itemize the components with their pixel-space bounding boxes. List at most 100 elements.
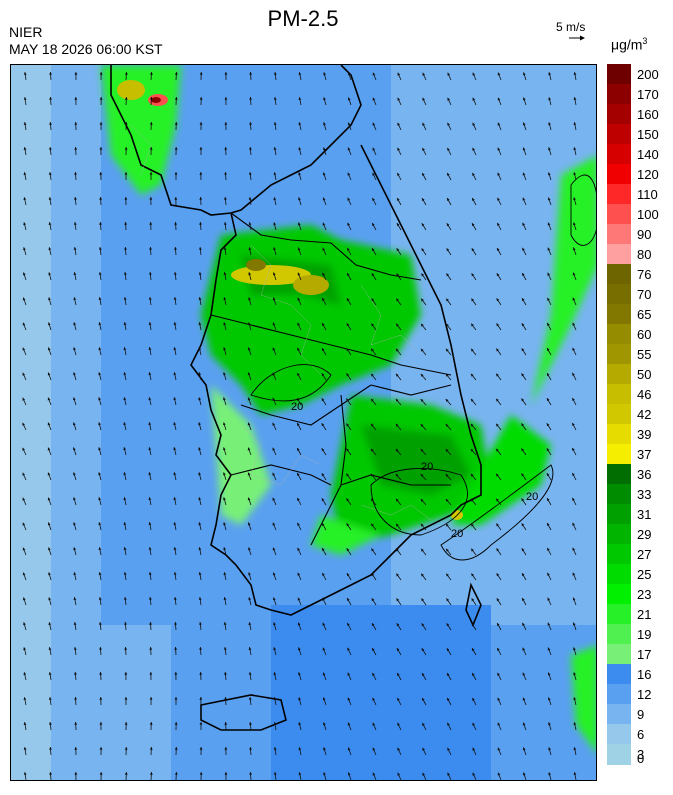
wind-arrow-head: [273, 172, 277, 175]
wind-arrow-head: [198, 297, 202, 300]
colorbar-label: 160: [637, 107, 659, 122]
wind-arrow-head: [124, 147, 128, 150]
wind-arrow-head: [420, 424, 424, 427]
wind-arrow-head: [322, 247, 326, 251]
wind-arrow-head: [372, 172, 375, 176]
wind-arrow-head: [149, 747, 153, 750]
colorbar-segment: [607, 464, 631, 485]
wind-arrow-head: [447, 747, 450, 751]
wind-arrow-head: [224, 772, 228, 775]
wind-arrow-head: [123, 397, 127, 401]
wind-arrow-head: [346, 498, 350, 502]
wind-arrow-head: [248, 322, 251, 326]
wind-arrow-head: [421, 573, 424, 577]
wind-arrow-head: [497, 172, 501, 176]
wind-arrow-head: [347, 747, 351, 751]
wind-arrow-head: [199, 172, 203, 175]
wind-arrow-head: [421, 298, 424, 302]
map-canvas: 20 20 20 20: [11, 65, 596, 780]
wind-arrow-head: [347, 97, 351, 101]
wind-arrow-head: [297, 372, 300, 376]
wind-arrow-head: [124, 672, 128, 675]
wind-arrow-head: [23, 72, 27, 75]
wind-arrow-head: [471, 248, 475, 252]
wind-arrow-head: [395, 398, 399, 402]
wind-arrow-head: [49, 772, 52, 775]
wind-arrow-head: [372, 197, 375, 201]
wind-arrow-head: [548, 147, 551, 151]
colorbar-segment: [607, 324, 631, 345]
wind-arrow-head: [496, 273, 500, 277]
wind-arrow-head: [47, 347, 51, 351]
wind-arrow-head: [522, 697, 526, 701]
colorbar-label: 42: [637, 407, 652, 422]
wind-arrow-head: [322, 597, 325, 601]
wind-arrow-head: [421, 248, 425, 252]
wind-arrow-head: [372, 697, 375, 701]
wind-arrow-head: [322, 572, 325, 576]
colorbar-segment: [607, 484, 631, 505]
wind-arrow-head: [74, 197, 77, 200]
wind-arrow-head: [148, 447, 152, 451]
wind-arrow-head: [472, 97, 476, 101]
wind-arrow-head: [173, 497, 177, 501]
wind-arrow-head: [547, 348, 550, 351]
wind-arrow-head: [521, 348, 525, 352]
colorbar-label: 150: [637, 127, 659, 142]
colorbar-segment: [607, 584, 631, 605]
wind-arrow-head: [323, 72, 326, 76]
wind-arrow-head: [497, 772, 501, 776]
wind-arrow-head: [173, 347, 177, 350]
wind-arrow-head: [198, 547, 202, 550]
pm25-map[interactable]: 20 20 20 20: [10, 64, 597, 781]
wind-arrow-head: [148, 472, 152, 476]
wind-arrow-head: [223, 372, 226, 376]
wind-arrow-head: [74, 672, 77, 675]
wind-arrow-head: [446, 298, 449, 302]
wind-arrow-head: [247, 522, 251, 526]
wind-arrow-head: [371, 573, 375, 577]
wind-arrow-head: [123, 547, 127, 550]
wind-arrow-head: [48, 197, 52, 200]
wind-arrow-head: [322, 622, 326, 626]
wind-arrow-head: [346, 548, 350, 552]
wind-arrow-head: [74, 722, 78, 725]
wind-arrow-head: [347, 772, 351, 776]
wind-arrow-head: [522, 672, 526, 676]
wind-arrow-head: [48, 572, 51, 576]
wind-arrow-head: [173, 547, 177, 550]
wind-arrow-head: [447, 722, 450, 726]
wind-arrow-head: [573, 147, 577, 151]
wind-arrow-head: [573, 697, 577, 701]
wind-arrow-head: [396, 248, 400, 252]
wind-arrow-head: [73, 297, 77, 301]
wind-arrow-head: [98, 572, 102, 575]
wind-arrow-head: [471, 523, 474, 527]
wind-arrow-head: [522, 747, 526, 751]
wind-arrow-head: [447, 147, 450, 151]
wind-arrow-head: [273, 597, 276, 601]
wind-arrow-head: [174, 647, 178, 650]
wind-arrow-head: [497, 97, 501, 101]
wind-arrow-head: [346, 398, 349, 402]
wind-arrow-head: [496, 348, 499, 352]
wind-arrow-head: [547, 373, 550, 377]
wind-arrow-head: [73, 572, 77, 576]
wind-arrow-head: [372, 223, 375, 226]
wind-arrow-head: [572, 497, 575, 501]
wind-arrow-head: [198, 472, 201, 476]
wind-arrow-head: [547, 247, 551, 251]
wind-arrow-head: [199, 697, 203, 700]
wind-arrow-head: [573, 172, 577, 176]
wind-arrow-head: [497, 647, 500, 651]
wind-arrow-head: [422, 172, 425, 176]
wind-arrow-head: [99, 197, 103, 200]
wind-arrow-head: [48, 172, 52, 175]
wind-arrow-head: [323, 97, 326, 101]
wind-arrow-head: [223, 422, 226, 426]
wind-arrow-head: [22, 272, 26, 276]
wind-arrow-head: [445, 348, 449, 352]
wind-arrow-head: [48, 672, 52, 675]
wind-arrow-head: [48, 597, 51, 601]
wind-arrow-head: [472, 147, 475, 151]
